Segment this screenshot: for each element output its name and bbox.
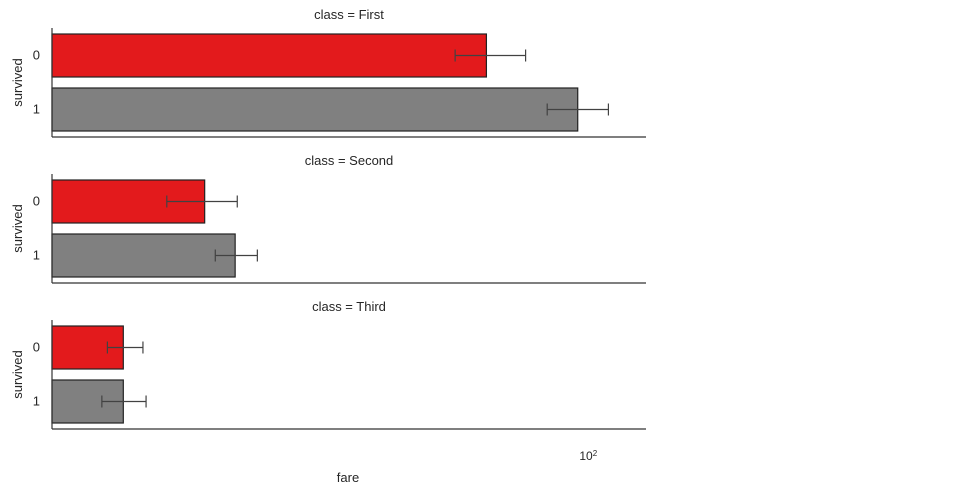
facet-title: class = Third xyxy=(312,299,386,314)
facet-panel: class = Second survived 0 1 xyxy=(10,153,646,284)
y-axis-label: survived xyxy=(10,350,25,398)
facet-title: class = Second xyxy=(305,153,394,168)
facet-panel: class = First survived 0 1 xyxy=(10,7,646,138)
y-tick-label: 1 xyxy=(33,102,40,117)
y-tick-label: 0 xyxy=(33,340,40,355)
facet-panel: class = Third survived 0 1 xyxy=(10,299,646,430)
x-tick-base: 10 xyxy=(579,449,593,463)
bar xyxy=(51,233,236,278)
x-tick-exponent: 2 xyxy=(593,449,598,458)
x-tick-label: 102 xyxy=(579,449,597,464)
y-tick-label: 0 xyxy=(33,194,40,209)
y-axis-label: survived xyxy=(10,204,25,252)
facet-panels: class = First survived 0 1 class = Second sur… xyxy=(10,7,646,430)
y-axis-label: survived xyxy=(10,58,25,106)
y-tick-label: 1 xyxy=(33,394,40,409)
x-axis-label: fare xyxy=(337,470,359,485)
bar xyxy=(51,33,488,78)
y-tick-label: 1 xyxy=(33,248,40,263)
bar xyxy=(51,87,579,132)
facet-title: class = First xyxy=(314,7,384,22)
y-tick-label: 0 xyxy=(33,48,40,63)
